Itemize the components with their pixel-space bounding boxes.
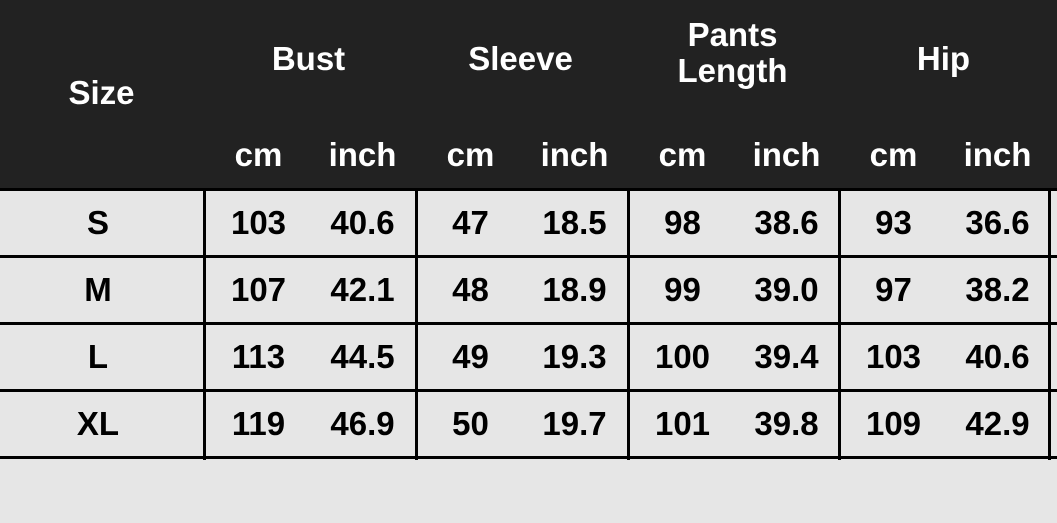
cm-cell: 50 <box>452 405 489 442</box>
table-bottom-border <box>0 456 1057 523</box>
cm-cell: 49 <box>452 338 489 375</box>
table-row: S 103 40.6 47 18.5 98 38.6 93 36.6 <box>0 188 1057 255</box>
inch-cell: 38.2 <box>965 271 1030 308</box>
cm-cell: 107 <box>230 271 287 308</box>
size-cell: M <box>84 271 112 308</box>
group-header: Pants Length <box>627 17 838 89</box>
column-divider <box>415 188 418 460</box>
cm-cell: 103 <box>230 204 287 241</box>
inch-cell: 42.9 <box>965 405 1030 442</box>
column-divider <box>627 188 630 460</box>
group-header: Sleeve <box>415 41 626 77</box>
unit-header: inch <box>752 136 821 173</box>
cm-cell: 97 <box>875 271 912 308</box>
size-cell: S <box>86 204 109 241</box>
inch-cell: 19.7 <box>542 405 607 442</box>
cm-cell: 100 <box>654 338 711 375</box>
inch-cell: 39.0 <box>754 271 819 308</box>
column-divider <box>1048 188 1051 460</box>
inch-cell: 38.6 <box>754 204 819 241</box>
inch-cell: 18.5 <box>542 204 607 241</box>
column-divider <box>203 188 206 460</box>
group-header-line: Hip <box>916 40 971 77</box>
inch-cell: 40.6 <box>965 338 1030 375</box>
unit-header: inch <box>963 136 1032 173</box>
inch-cell: 44.5 <box>330 338 395 375</box>
cm-cell: 99 <box>664 271 701 308</box>
inch-cell: 19.3 <box>542 338 607 375</box>
inch-cell: 42.1 <box>330 271 395 308</box>
size-cell: XL <box>76 405 120 442</box>
table-row: L 113 44.5 49 19.3 100 39.4 103 40.6 <box>0 322 1057 389</box>
inch-cell: 36.6 <box>965 204 1030 241</box>
inch-cell: 39.8 <box>754 405 819 442</box>
cm-cell: 113 <box>231 338 286 375</box>
cm-cell: 98 <box>664 204 701 241</box>
table-row: XL 119 46.9 50 19.7 101 39.8 109 42.9 <box>0 389 1057 456</box>
group-header: Bust <box>203 41 414 77</box>
group-header-line: Sleeve <box>468 40 573 77</box>
column-divider <box>838 188 841 460</box>
group-header: Hip <box>838 41 1049 77</box>
inch-cell: 40.6 <box>330 204 395 241</box>
table-header: Size Bust cm inch Sleeve cm inch Pants Length cm… <box>0 0 1057 188</box>
cm-cell: 109 <box>865 405 922 442</box>
cm-cell: 47 <box>452 204 489 241</box>
unit-header: cm <box>658 136 707 173</box>
cm-cell: 93 <box>875 204 912 241</box>
size-cell: L <box>87 338 109 375</box>
unit-header: inch <box>328 136 397 173</box>
group-header-line: Length <box>677 52 788 89</box>
cm-cell: 103 <box>865 338 922 375</box>
cm-cell: 101 <box>654 405 711 442</box>
cm-cell: 48 <box>452 271 489 308</box>
size-column-header: Size <box>68 74 135 111</box>
unit-header: cm <box>869 136 918 173</box>
cm-cell: 119 <box>231 405 286 442</box>
inch-cell: 46.9 <box>330 405 395 442</box>
unit-header: inch <box>540 136 609 173</box>
table-row: M 107 42.1 48 18.9 99 39.0 97 38.2 <box>0 255 1057 322</box>
unit-header: cm <box>234 136 283 173</box>
unit-header: cm <box>446 136 495 173</box>
inch-cell: 39.4 <box>754 338 819 375</box>
inch-cell: 18.9 <box>542 271 607 308</box>
group-header-line: Bust <box>271 40 346 77</box>
group-header-line: Pants <box>687 16 778 53</box>
